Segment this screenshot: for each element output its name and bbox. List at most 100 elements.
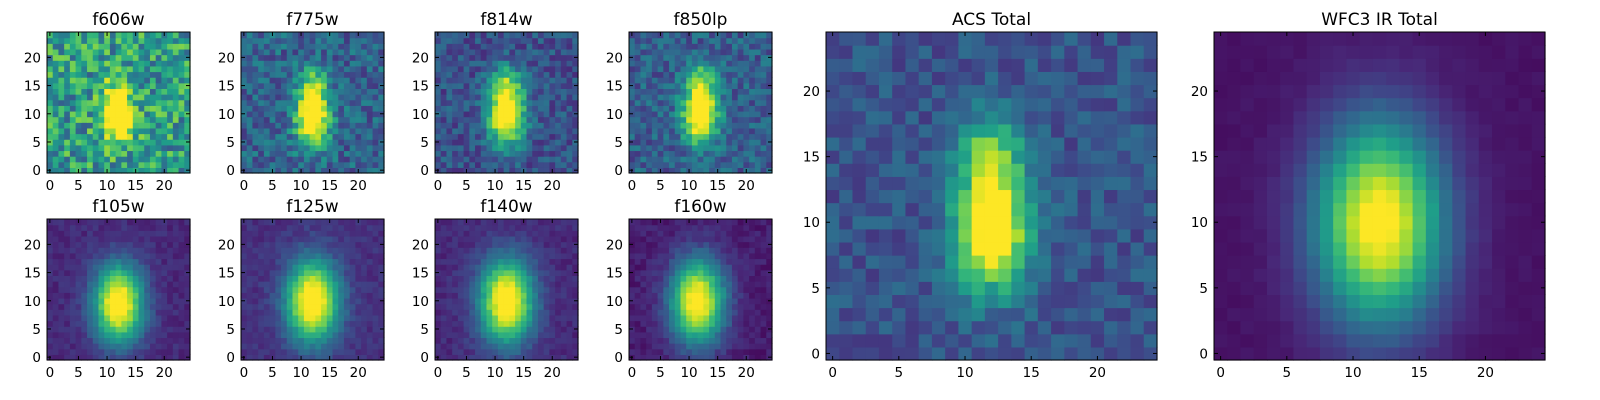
pixel-cell — [104, 37, 111, 44]
pixel-cell — [303, 60, 311, 67]
pixel-cell — [109, 354, 117, 361]
pixel-cell — [669, 292, 676, 299]
pixel-cell — [167, 281, 174, 288]
pixel-cell — [515, 144, 522, 152]
pixel-cell — [549, 275, 556, 282]
pixel-cell — [566, 337, 573, 344]
pixel-cell — [286, 247, 294, 254]
pixel-cell — [64, 122, 71, 129]
pixel-cell — [629, 156, 636, 163]
pixel-cell — [480, 139, 488, 146]
pixel-cell — [298, 88, 305, 95]
pixel-cell — [566, 320, 573, 327]
pixel-cell — [309, 82, 316, 89]
pixel-cell — [355, 241, 362, 248]
pixel-cell — [98, 230, 105, 237]
pixel-cell — [149, 144, 157, 152]
pixel-cell — [629, 275, 636, 282]
pixel-cell — [263, 37, 271, 44]
pixel-cell — [480, 252, 488, 260]
pixel-cell — [486, 247, 493, 254]
pixel-cell — [463, 292, 470, 299]
pixel-cell — [178, 320, 185, 327]
pixel-cell — [766, 32, 773, 39]
pixel-cell — [104, 48, 111, 56]
pixel-cell — [469, 331, 476, 339]
pixel-cell — [503, 275, 510, 282]
pixel-cell — [760, 303, 767, 310]
pixel-cell — [686, 105, 693, 112]
pixel-cell — [69, 326, 77, 333]
pixel-cell — [657, 105, 664, 112]
pixel-cell — [566, 348, 573, 355]
pixel-cell — [138, 348, 145, 355]
pixel-cell — [64, 94, 71, 101]
pixel-cell — [127, 337, 134, 344]
pixel-cell — [161, 224, 168, 231]
pixel-cell — [349, 331, 356, 339]
pixel-cell — [58, 161, 65, 168]
pixel-cell — [452, 230, 459, 237]
pixel-cell — [315, 348, 322, 355]
pixel-cell — [184, 264, 191, 271]
pixel-cell — [520, 331, 528, 339]
pixel-cell — [172, 224, 180, 231]
pixel-cell — [184, 99, 191, 106]
pixel-cell — [492, 326, 499, 333]
pixel-cell — [252, 297, 259, 305]
pixel-cell — [326, 337, 334, 344]
pixel-cell — [161, 314, 168, 322]
pixel-cell — [503, 354, 510, 361]
pixel-cell — [503, 241, 510, 248]
pixel-cell — [435, 94, 442, 101]
pixel-cell — [172, 219, 180, 226]
pixel-cell — [691, 348, 699, 355]
pixel-cell — [709, 32, 716, 39]
pixel-cell — [446, 37, 453, 44]
pixel-cell — [361, 275, 368, 282]
pixel-cell — [315, 224, 322, 231]
pixel-cell — [321, 247, 328, 254]
pixel-cell — [241, 343, 248, 350]
pixel-cell — [497, 77, 505, 84]
pixel-cell — [452, 331, 459, 339]
pixel-cell — [537, 281, 545, 288]
pixel-cell — [252, 309, 259, 316]
pixel-cell — [104, 320, 111, 327]
pixel-cell — [258, 247, 265, 254]
pixel-cell — [703, 77, 710, 84]
pixel-cell — [537, 354, 545, 361]
pixel-cell — [543, 116, 550, 123]
pixel-cell — [737, 94, 744, 101]
pixel-cell — [629, 105, 636, 112]
pixel-cell — [697, 116, 704, 123]
pixel-cell — [743, 156, 750, 163]
pixel-cell — [321, 241, 328, 248]
pixel-cell — [155, 354, 162, 361]
pixel-cell — [366, 309, 374, 316]
pixel-cell — [457, 343, 465, 350]
pixel-cell — [515, 320, 522, 327]
x-tick-label: 0 — [46, 178, 55, 194]
pixel-cell — [87, 281, 94, 288]
pixel-cell — [555, 105, 562, 112]
pixel-cell — [663, 139, 670, 146]
pixel-cell — [737, 354, 744, 361]
pixel-cell — [92, 230, 100, 237]
pixel-cell — [435, 264, 442, 271]
pixel-cell — [446, 230, 453, 237]
pixel-cell — [749, 105, 756, 112]
pixel-cell — [543, 286, 550, 293]
pixel-cell — [64, 60, 71, 67]
pixel-cell — [81, 337, 88, 344]
pixel-cell — [64, 77, 71, 84]
pixel-cell — [754, 343, 762, 350]
pixel-cell — [697, 105, 704, 112]
pixel-cell — [663, 269, 670, 276]
pixel-cell — [446, 48, 453, 56]
pixel-cell — [709, 133, 716, 140]
pixel-cell — [298, 247, 305, 254]
pixel-cell — [463, 156, 470, 163]
pixel-cell — [292, 161, 299, 168]
pixel-cell — [760, 297, 767, 305]
